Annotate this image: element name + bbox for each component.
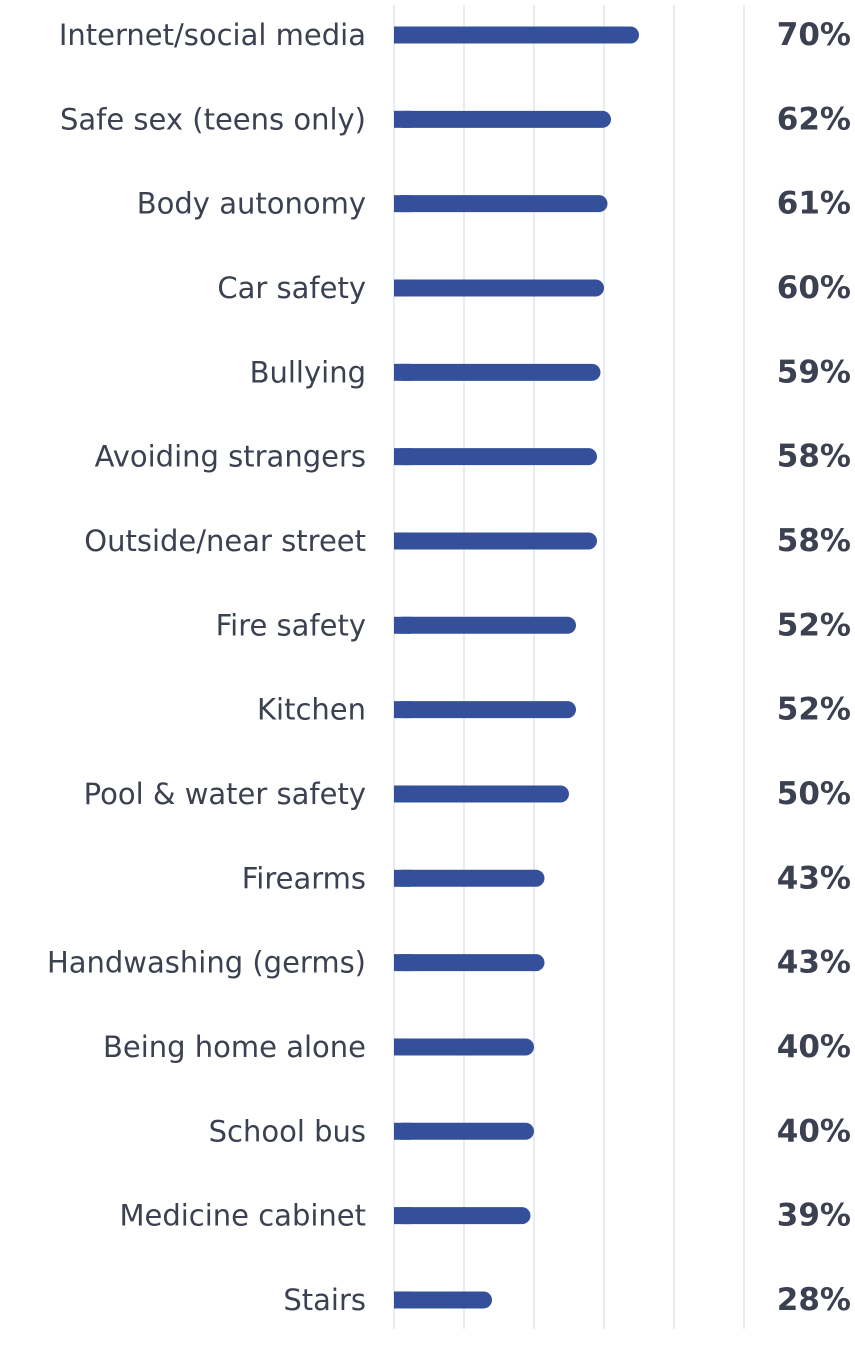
value-label: 52%: [777, 607, 851, 643]
value-label: 70%: [777, 17, 851, 53]
bar-base: [394, 363, 411, 381]
bar: [394, 448, 597, 466]
bar: [394, 1291, 492, 1309]
bar-base: [394, 701, 411, 719]
category-label: Stairs: [283, 1283, 366, 1317]
bar: [394, 279, 604, 297]
category-label: Handwashing (germs): [47, 946, 366, 980]
value-label: 40%: [777, 1113, 851, 1149]
bar: [394, 616, 576, 634]
category-label: Pool & water safety: [84, 777, 366, 811]
bar-base: [394, 869, 411, 887]
bar-base: [394, 1207, 411, 1225]
value-label: 52%: [777, 692, 851, 728]
bar-base: [394, 1038, 411, 1056]
bar: [394, 954, 545, 972]
category-label: Outside/near street: [84, 524, 366, 558]
bar-base: [394, 279, 411, 297]
value-label: 39%: [777, 1198, 851, 1234]
category-label: Internet/social media: [59, 18, 366, 52]
value-label: 43%: [777, 945, 851, 981]
bar-base: [394, 110, 411, 128]
value-label: 62%: [777, 101, 851, 137]
value-labels: 70% 62% 61% 60% 59% 58% 58% 52% 52% 50% 43% 43% 40% 4…: [777, 17, 851, 1318]
category-label: Medicine cabinet: [119, 1199, 366, 1233]
category-label: Body autonomy: [137, 187, 366, 221]
gridlines: [393, 5, 745, 1329]
bar: [394, 1207, 531, 1225]
value-label: 58%: [777, 439, 851, 475]
category-label: School bus: [209, 1114, 366, 1148]
bars: [394, 26, 639, 1309]
value-label: 61%: [777, 186, 851, 222]
category-label: Firearms: [242, 861, 366, 895]
bar-base: [394, 1291, 411, 1309]
bar: [394, 1038, 534, 1056]
bar: [394, 785, 569, 803]
value-label: 50%: [777, 776, 851, 812]
category-labels: Internet/social media Safe sex (teens onl…: [47, 18, 366, 1317]
bar-base: [394, 1122, 411, 1140]
bar: [394, 869, 545, 887]
category-label: Safe sex (teens only): [60, 102, 366, 136]
value-label: 43%: [777, 860, 851, 896]
bar-base: [394, 954, 411, 972]
category-label: Avoiding strangers: [95, 440, 366, 474]
bar-base: [394, 785, 411, 803]
value-label: 59%: [777, 354, 851, 390]
value-label: 60%: [777, 270, 851, 306]
category-label: Being home alone: [103, 1030, 366, 1064]
bar: [394, 701, 576, 719]
value-label: 28%: [777, 1282, 851, 1318]
bar: [394, 532, 597, 550]
bar-base: [394, 26, 411, 44]
bar: [394, 363, 601, 381]
bar: [394, 26, 639, 44]
bar-base: [394, 195, 411, 213]
category-label: Car safety: [217, 271, 366, 305]
bar: [394, 110, 611, 128]
category-label: Fire safety: [216, 608, 366, 642]
bar-base: [394, 616, 411, 634]
value-label: 40%: [777, 1029, 851, 1065]
bar: [394, 195, 608, 213]
bar-base: [394, 448, 411, 466]
value-label: 58%: [777, 523, 851, 559]
category-label: Bullying: [250, 355, 366, 389]
bar: [394, 1122, 534, 1140]
bar-base: [394, 532, 411, 550]
category-label: Kitchen: [257, 693, 366, 727]
